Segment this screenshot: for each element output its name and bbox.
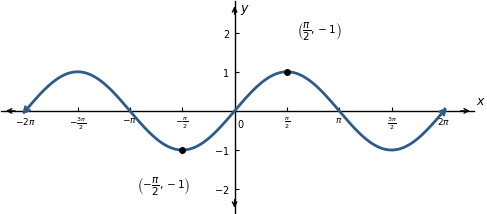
Text: $x$: $x$ xyxy=(476,95,486,108)
Text: $0$: $0$ xyxy=(237,118,245,130)
Text: $y$: $y$ xyxy=(240,3,249,17)
Text: $\left(-\dfrac{\pi}{2}, -1\right)$: $\left(-\dfrac{\pi}{2}, -1\right)$ xyxy=(137,175,191,198)
Text: $\left(\dfrac{\pi}{2}, -1\right)$: $\left(\dfrac{\pi}{2}, -1\right)$ xyxy=(297,21,341,42)
